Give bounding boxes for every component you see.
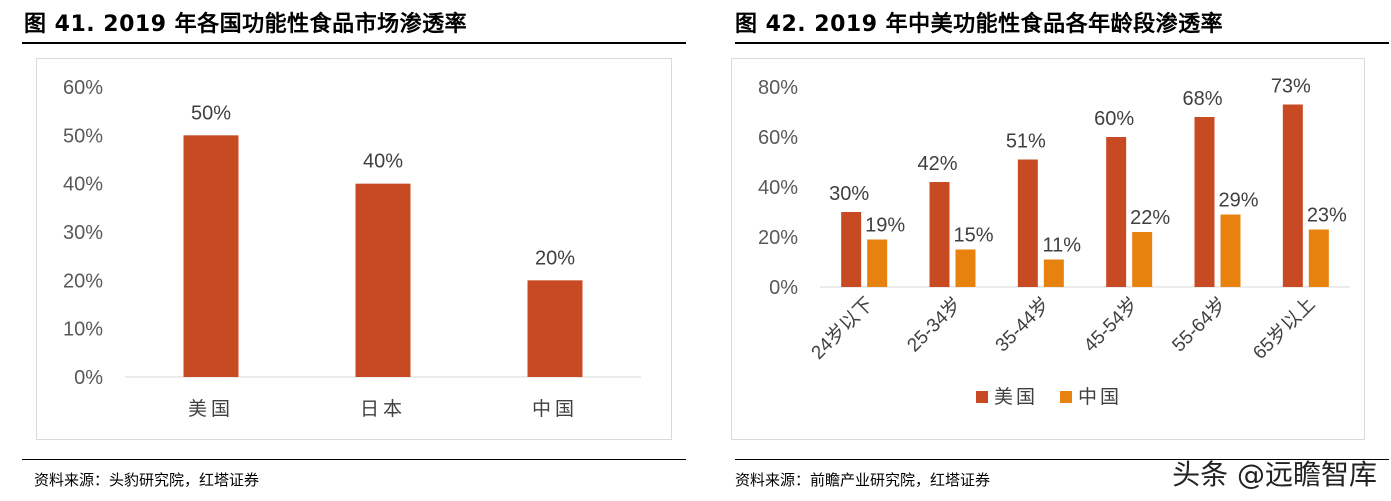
bar [183, 135, 239, 377]
bar-china [1043, 259, 1064, 287]
y-tick-label: 80% [758, 77, 798, 99]
bar-data-label: 40% [363, 151, 403, 173]
y-tick-label: 50% [63, 125, 103, 147]
right-source-note: 资料来源：前瞻产业研究院，红塔证券 [735, 471, 991, 489]
bar-usa [1282, 104, 1303, 287]
legend-label: 中国 [1078, 386, 1122, 408]
bar-data-label-china: 15% [953, 225, 993, 247]
y-tick-label: 30% [63, 222, 103, 244]
right-chart-frame: 0% 20% 40% 60% 80% 30% 19% 24岁以下 42% 15% 25-34岁 51%… [731, 58, 1365, 440]
bar-usa [1106, 137, 1127, 287]
x-category-label: 55-64岁 [1168, 293, 1231, 356]
y-tick-label: 40% [758, 177, 798, 199]
left-figure-title: 图 41. 2019 年各国功能性食品市场渗透率 [24, 12, 468, 37]
bar-data-label-china: 11% [1043, 235, 1082, 257]
penetration-by-age-chart: 0% 20% 40% 60% 80% 30% 19% 24岁以下 42% 15% 25-34岁 51%… [758, 76, 1350, 408]
y-tick-label: 60% [63, 77, 103, 99]
left-source-rule [22, 459, 686, 460]
y-tick-label: 60% [758, 127, 798, 149]
left-title-rule [22, 42, 686, 44]
x-category-label: 中国 [532, 398, 578, 420]
y-tick-label: 20% [758, 227, 798, 249]
bar-data-label-china: 19% [865, 215, 905, 237]
bar [527, 280, 583, 377]
bar-china [867, 239, 888, 287]
penetration-by-country-chart: 0% 10% 20% 30% 40% 50% 60% 50% 美国 40% 日本 20% 中国 [63, 77, 641, 420]
bar-data-label-usa: 30% [829, 183, 869, 205]
bar-data-label-china: 29% [1218, 190, 1258, 212]
bar-usa [1194, 117, 1215, 287]
x-category-label: 24岁以下 [807, 293, 878, 364]
bar-china [1308, 229, 1329, 287]
right-figure-panel: 图 42. 2019 年中美功能性食品各年龄段渗透率 0% 20% 40% 60% 80… [713, 0, 1391, 501]
x-category-label: 美国 [188, 398, 234, 420]
bar-data-label-usa: 60% [1094, 108, 1134, 130]
x-category-label: 25-34岁 [903, 293, 966, 356]
bar-data-label-usa: 51% [1006, 131, 1046, 153]
right-title-rule [735, 42, 1389, 44]
x-category-label: 35-44岁 [991, 293, 1054, 356]
watermark-text: 头条 @远瞻智库 [1172, 458, 1377, 491]
left-figure-panel: 图 41. 2019 年各国功能性食品市场渗透率 0% 10% 20% 30% 40% 5… [0, 0, 693, 501]
x-category-label: 65岁以上 [1249, 293, 1320, 364]
y-tick-label: 10% [63, 319, 103, 341]
bar-data-label: 50% [191, 102, 231, 124]
bar [355, 183, 411, 377]
legend-label: 美国 [994, 386, 1038, 408]
y-tick-label: 0% [769, 277, 798, 299]
bar-data-label-usa: 42% [917, 153, 957, 175]
bar-data-label-usa: 73% [1271, 76, 1311, 98]
y-tick-label: 0% [74, 367, 103, 389]
bar-data-label-china: 23% [1307, 205, 1347, 227]
bar-china [955, 249, 976, 287]
bar-china [1132, 232, 1153, 287]
bar-usa [1017, 159, 1038, 287]
y-tick-label: 20% [63, 270, 103, 292]
legend-swatch [976, 391, 988, 403]
bar-china [1220, 214, 1241, 287]
right-figure-title: 图 42. 2019 年中美功能性食品各年龄段渗透率 [735, 12, 1224, 37]
y-tick-label: 40% [63, 174, 103, 196]
x-category-label: 日本 [360, 398, 406, 420]
bar-usa [929, 182, 950, 287]
right-source-rule [735, 459, 1389, 460]
bar-usa [841, 212, 862, 287]
bar-data-label: 20% [535, 247, 575, 269]
left-source-note: 资料来源：头豹研究院，红塔证券 [34, 471, 260, 489]
legend-swatch [1060, 391, 1072, 403]
bar-data-label-china: 22% [1130, 207, 1170, 229]
left-chart-frame: 0% 10% 20% 30% 40% 50% 60% 50% 美国 40% 日本 20% 中国 [36, 58, 672, 440]
x-category-label: 45-54岁 [1079, 293, 1142, 356]
bar-data-label-usa: 68% [1182, 88, 1222, 110]
